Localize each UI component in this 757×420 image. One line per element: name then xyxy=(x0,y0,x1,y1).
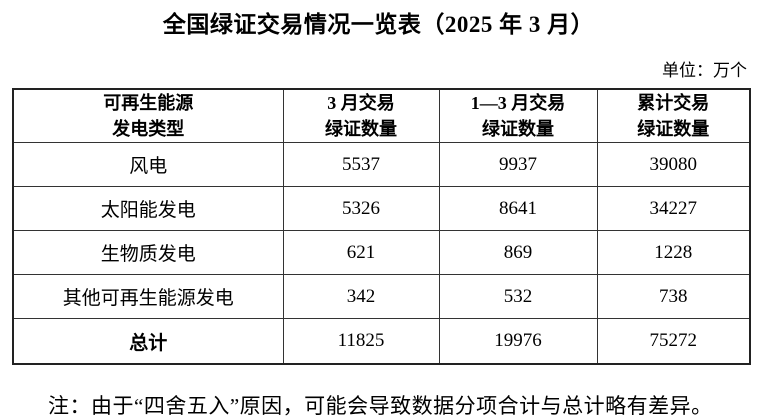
cell-march-volume: 621 xyxy=(282,230,440,276)
cell-jan-mar-volume: 9937 xyxy=(438,142,598,188)
cell-jan-mar-volume: 8641 xyxy=(438,186,598,232)
cell-energy-type: 总计 xyxy=(12,318,284,365)
cell-march-volume: 342 xyxy=(282,274,440,320)
cell-energy-type: 生物质发电 xyxy=(12,230,284,276)
document-page: 全国绿证交易情况一览表（2025 年 3 月） 单位：万个 可再生能源 发电类型… xyxy=(12,12,751,418)
header-line: 累计交易 xyxy=(637,93,710,113)
col-header-jan-mar-volume: 1—3 月交易 绿证数量 xyxy=(438,88,598,144)
cell-energy-type: 太阳能发电 xyxy=(12,186,284,232)
cell-energy-type: 其他可再生能源发电 xyxy=(12,274,284,320)
col-header-energy-type: 可再生能源 发电类型 xyxy=(12,88,284,144)
header-line: 1—3 月交易 xyxy=(470,93,566,113)
page-title: 全国绿证交易情况一览表（2025 年 3 月） xyxy=(162,12,595,37)
cell-cumulative-volume: 1228 xyxy=(596,230,751,276)
table-row-other-renewables: 其他可再生能源发电 342 532 738 xyxy=(12,274,751,320)
cell-march-volume: 5537 xyxy=(282,142,440,188)
unit-label: 单位：万个 xyxy=(662,61,747,80)
table-row-wind: 风电 5537 9937 39080 xyxy=(12,142,751,188)
table-row-solar: 太阳能发电 5326 8641 34227 xyxy=(12,186,751,232)
cell-march-volume: 11825 xyxy=(282,318,440,365)
col-header-march-volume: 3 月交易 绿证数量 xyxy=(282,88,440,144)
green-cert-table: 可再生能源 发电类型 3 月交易 绿证数量 1—3 月交易 绿证数量 累计交易 … xyxy=(12,88,751,366)
header-line: 绿证数量 xyxy=(482,119,554,140)
header-line: 可再生能源 xyxy=(103,93,194,113)
cell-march-volume: 5326 xyxy=(282,186,440,232)
header-line: 绿证数量 xyxy=(325,119,397,140)
cell-jan-mar-volume: 532 xyxy=(438,274,598,320)
cell-cumulative-volume: 75272 xyxy=(596,318,751,365)
footnote: 注：由于“四舍五入”原因，可能会导致数据分项合计与总计略有差异。 xyxy=(48,394,713,419)
cell-cumulative-volume: 39080 xyxy=(596,142,751,188)
table-header-row: 可再生能源 发电类型 3 月交易 绿证数量 1—3 月交易 绿证数量 累计交易 … xyxy=(12,88,751,144)
cell-jan-mar-volume: 19976 xyxy=(438,318,598,365)
header-line: 发电类型 xyxy=(112,119,185,140)
cell-cumulative-volume: 34227 xyxy=(596,186,751,232)
table-row-total: 总计 11825 19976 75272 xyxy=(12,318,751,365)
col-header-cumulative-volume: 累计交易 绿证数量 xyxy=(596,88,751,144)
cell-cumulative-volume: 738 xyxy=(596,274,751,320)
header-line: 绿证数量 xyxy=(637,119,710,140)
cell-energy-type: 风电 xyxy=(12,142,284,188)
header-line: 3 月交易 xyxy=(327,93,395,113)
cell-jan-mar-volume: 869 xyxy=(438,230,598,276)
table-row-biomass: 生物质发电 621 869 1228 xyxy=(12,230,751,276)
